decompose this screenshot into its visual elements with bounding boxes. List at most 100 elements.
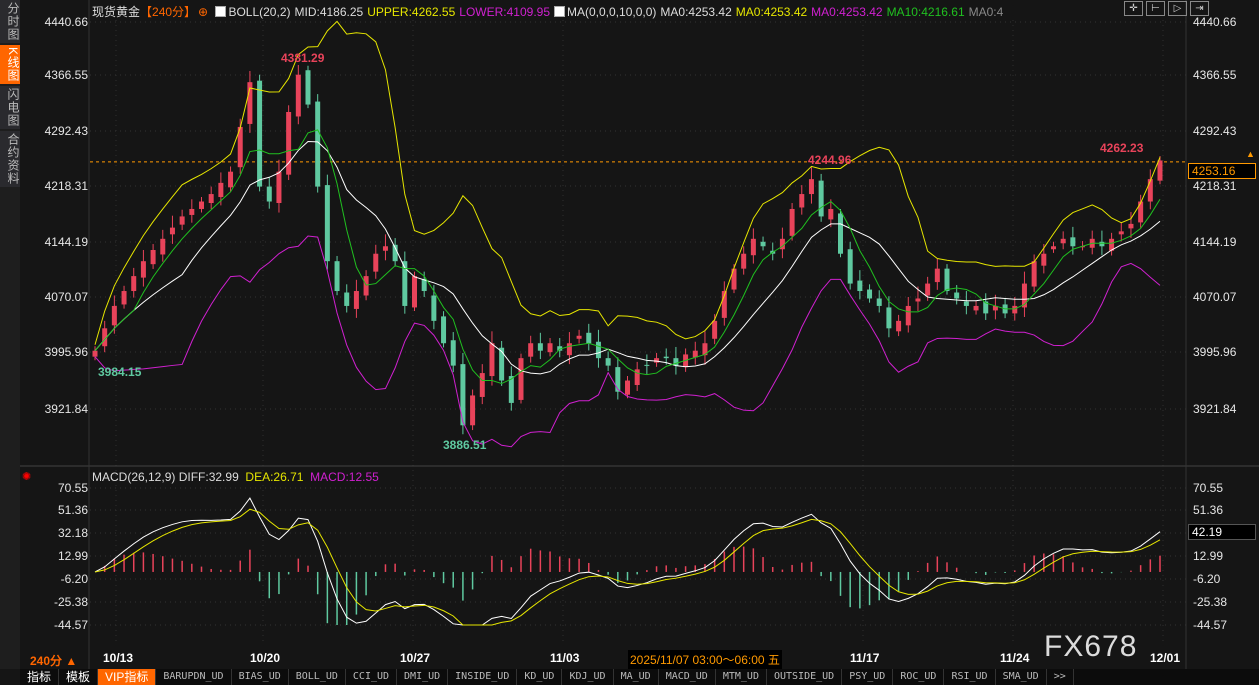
crosshair-time-label: 2025/11/07 03:00～06:00 五 [628, 650, 782, 669]
candle-body [615, 367, 621, 392]
macd-diff: DIFF:32.99 [178, 470, 239, 484]
indicator-tab[interactable]: BARUPDN_UD [156, 669, 232, 685]
sidebar-tab[interactable]: 合约资料 [0, 131, 20, 188]
target-icon[interactable]: ⊕ [198, 5, 209, 19]
high-annotation: 4244.96 [808, 153, 852, 167]
macd-axis-label: 70.55 [1193, 481, 1224, 495]
ma-value: MA0:4 [968, 5, 1004, 19]
indicator-tab[interactable]: INSIDE_UD [448, 669, 518, 685]
candle-body [876, 298, 882, 306]
candle-body [470, 395, 476, 426]
period-selector[interactable]: 240分 ▲ [30, 654, 78, 668]
ma-value: MA0:4253.42 [811, 5, 883, 19]
candle-body [499, 347, 505, 381]
candle-body [557, 346, 563, 351]
sidebar-tab[interactable]: 分时图 [0, 0, 20, 43]
indicator-tab[interactable]: SMA_UD [996, 669, 1047, 685]
macd-dea-line [94, 508, 1161, 626]
indicator-tab[interactable]: 指标 [20, 669, 60, 685]
candle-body [576, 335, 582, 339]
candle-body [692, 350, 698, 358]
indicator-tab[interactable]: DMI_UD [397, 669, 449, 685]
ma10-line [94, 129, 1161, 385]
price-axis-label: 4292.43 [1193, 124, 1237, 138]
candle-body [954, 292, 960, 299]
indicator-tab[interactable]: KDJ_UD [562, 669, 614, 685]
indicator-icon[interactable] [215, 6, 227, 17]
candle-body [537, 343, 543, 351]
indicator-tab[interactable]: >> [1047, 669, 1074, 685]
candle-body [896, 320, 902, 332]
macd-axis-label: -25.38 [53, 595, 88, 609]
price-axis-label: 3921.84 [1193, 402, 1237, 416]
candle-body [663, 356, 669, 359]
play-range-icon[interactable]: ▷ [1168, 1, 1187, 16]
ma-label[interactable]: MA(0,0,0,10,0,0) [567, 5, 657, 19]
price-axis-label: 3921.84 [44, 402, 88, 416]
price-axis-label: 4218.31 [1193, 179, 1237, 193]
candle-body [382, 246, 388, 251]
candle-body [1012, 305, 1018, 314]
candle-body [324, 185, 330, 262]
macd-axis-label: 32.18 [57, 526, 88, 540]
macd-axis-label: 12.99 [57, 549, 88, 563]
candle-body [421, 279, 427, 292]
indicator-tab[interactable]: PSY_UD [842, 669, 894, 685]
candle-body [295, 74, 301, 117]
indicator-tab[interactable]: RSI_UD [944, 669, 996, 685]
chart-toolbar: ✛ ⊢ ▷ ⇥ [1124, 1, 1209, 16]
price-chart[interactable] [0, 0, 1259, 669]
settings-gear-icon[interactable]: ✺ [22, 471, 32, 483]
ma-value: MA0:4253.42 [735, 5, 808, 19]
indicator-tab[interactable]: MTM_UD [716, 669, 767, 685]
candle-body [111, 305, 117, 326]
indicator-tab[interactable]: BIAS_UD [232, 669, 289, 685]
shift-right-icon[interactable]: ⇥ [1190, 1, 1209, 16]
current-price-label: 4253.16 [1188, 163, 1256, 179]
zoom-range-icon[interactable]: ⊢ [1146, 1, 1165, 16]
indicator-icon[interactable] [554, 6, 565, 17]
ma10-value: MA10:4216.61 [886, 5, 965, 19]
candle-body [402, 261, 408, 306]
candle-body [702, 343, 708, 356]
indicator-tab[interactable]: BOLL_UD [289, 669, 346, 685]
scroll-up-icon[interactable]: ▲ [1246, 149, 1255, 159]
high-annotation: 4262.23 [1100, 141, 1144, 155]
candle-body [586, 332, 592, 344]
candle-body [528, 343, 534, 357]
candle-body [634, 369, 640, 386]
boll-label[interactable]: BOLL(20,2) [228, 5, 291, 19]
sidebar-tab[interactable]: 闪电图 [0, 86, 20, 130]
candle-body [441, 316, 447, 344]
indicator-tab[interactable]: 模板 [59, 669, 99, 685]
crosshair-icon[interactable]: ✛ [1124, 1, 1143, 16]
indicator-tab[interactable]: KD_UD [517, 669, 563, 685]
candle-body [925, 283, 931, 296]
indicator-tab[interactable]: ROC_UD [893, 669, 945, 685]
indicator-tab-bar: 指标 模板 VIP指标 BARUPDN_UD BIAS_UD BOLL_UD CCI_UD D… [20, 669, 1259, 685]
price-axis-label: 4070.07 [1193, 290, 1237, 304]
candle-body [654, 358, 660, 363]
indicator-tab[interactable]: VIP指标 [98, 669, 157, 685]
candle-body [276, 171, 282, 204]
candle-body [566, 343, 572, 356]
price-axis-label: 4144.19 [44, 235, 88, 249]
price-axis-label: 4070.07 [44, 290, 88, 304]
indicator-tab[interactable]: OUTSIDE_UD [767, 669, 843, 685]
indicator-tab[interactable]: MACD_UD [659, 669, 716, 685]
candle-body [1070, 237, 1076, 247]
indicator-tab[interactable]: CCI_UD [346, 669, 398, 685]
candle-body [131, 276, 137, 292]
sidebar-tab[interactable]: K线图 [0, 45, 20, 85]
candle-body [508, 376, 514, 403]
macd-axis-label: -6.20 [1193, 572, 1221, 586]
candle-body [160, 238, 166, 255]
candle-body [857, 280, 863, 292]
boll-mid: MID:4186.25 [294, 5, 364, 19]
date-axis-label: 11/03 [550, 651, 580, 665]
candle-body [431, 295, 437, 321]
period-label[interactable]: 【240分】 [140, 5, 197, 19]
indicator-tab[interactable]: MA_UD [614, 669, 659, 685]
candle-body [818, 180, 824, 217]
low-annotation: 3886.51 [443, 438, 487, 452]
